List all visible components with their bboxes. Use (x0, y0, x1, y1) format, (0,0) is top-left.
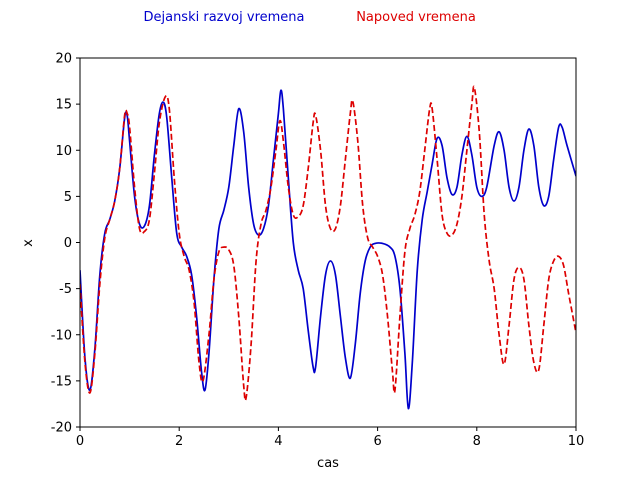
y-tick-label: -20 (51, 421, 72, 436)
y-tick-label: 5 (64, 190, 72, 205)
series-line-1 (80, 89, 576, 410)
x-tick-label: 4 (274, 434, 282, 449)
y-tick-label: -10 (51, 328, 72, 343)
y-tick-label: 15 (55, 98, 72, 113)
x-tick-label: 8 (473, 434, 481, 449)
x-axis: 0 2 4 6 8 10 (76, 427, 584, 449)
legend-entry-series-2: Napoved vremena (356, 10, 476, 25)
x-tick-label: 2 (175, 434, 183, 449)
y-tick-label: -15 (51, 374, 72, 389)
x-axis-label: cas (317, 456, 339, 471)
y-tick-label: -5 (59, 282, 72, 297)
x-tick-label: 0 (76, 434, 84, 449)
y-axis-label: x (21, 239, 36, 247)
legend: Dejanski razvoj vremena Napoved vremena (143, 10, 475, 25)
y-tick-label: 20 (55, 52, 72, 67)
legend-entry-series-1: Dejanski razvoj vremena (143, 10, 304, 25)
series-line-2 (80, 85, 576, 402)
y-axis: -20 -15 -10 -5 0 5 10 15 20 (51, 52, 80, 436)
series-layer (80, 85, 576, 410)
x-tick-label: 10 (568, 434, 585, 449)
y-tick-label: 0 (64, 236, 72, 251)
y-tick-label: 10 (55, 144, 72, 159)
x-tick-label: 6 (373, 434, 381, 449)
